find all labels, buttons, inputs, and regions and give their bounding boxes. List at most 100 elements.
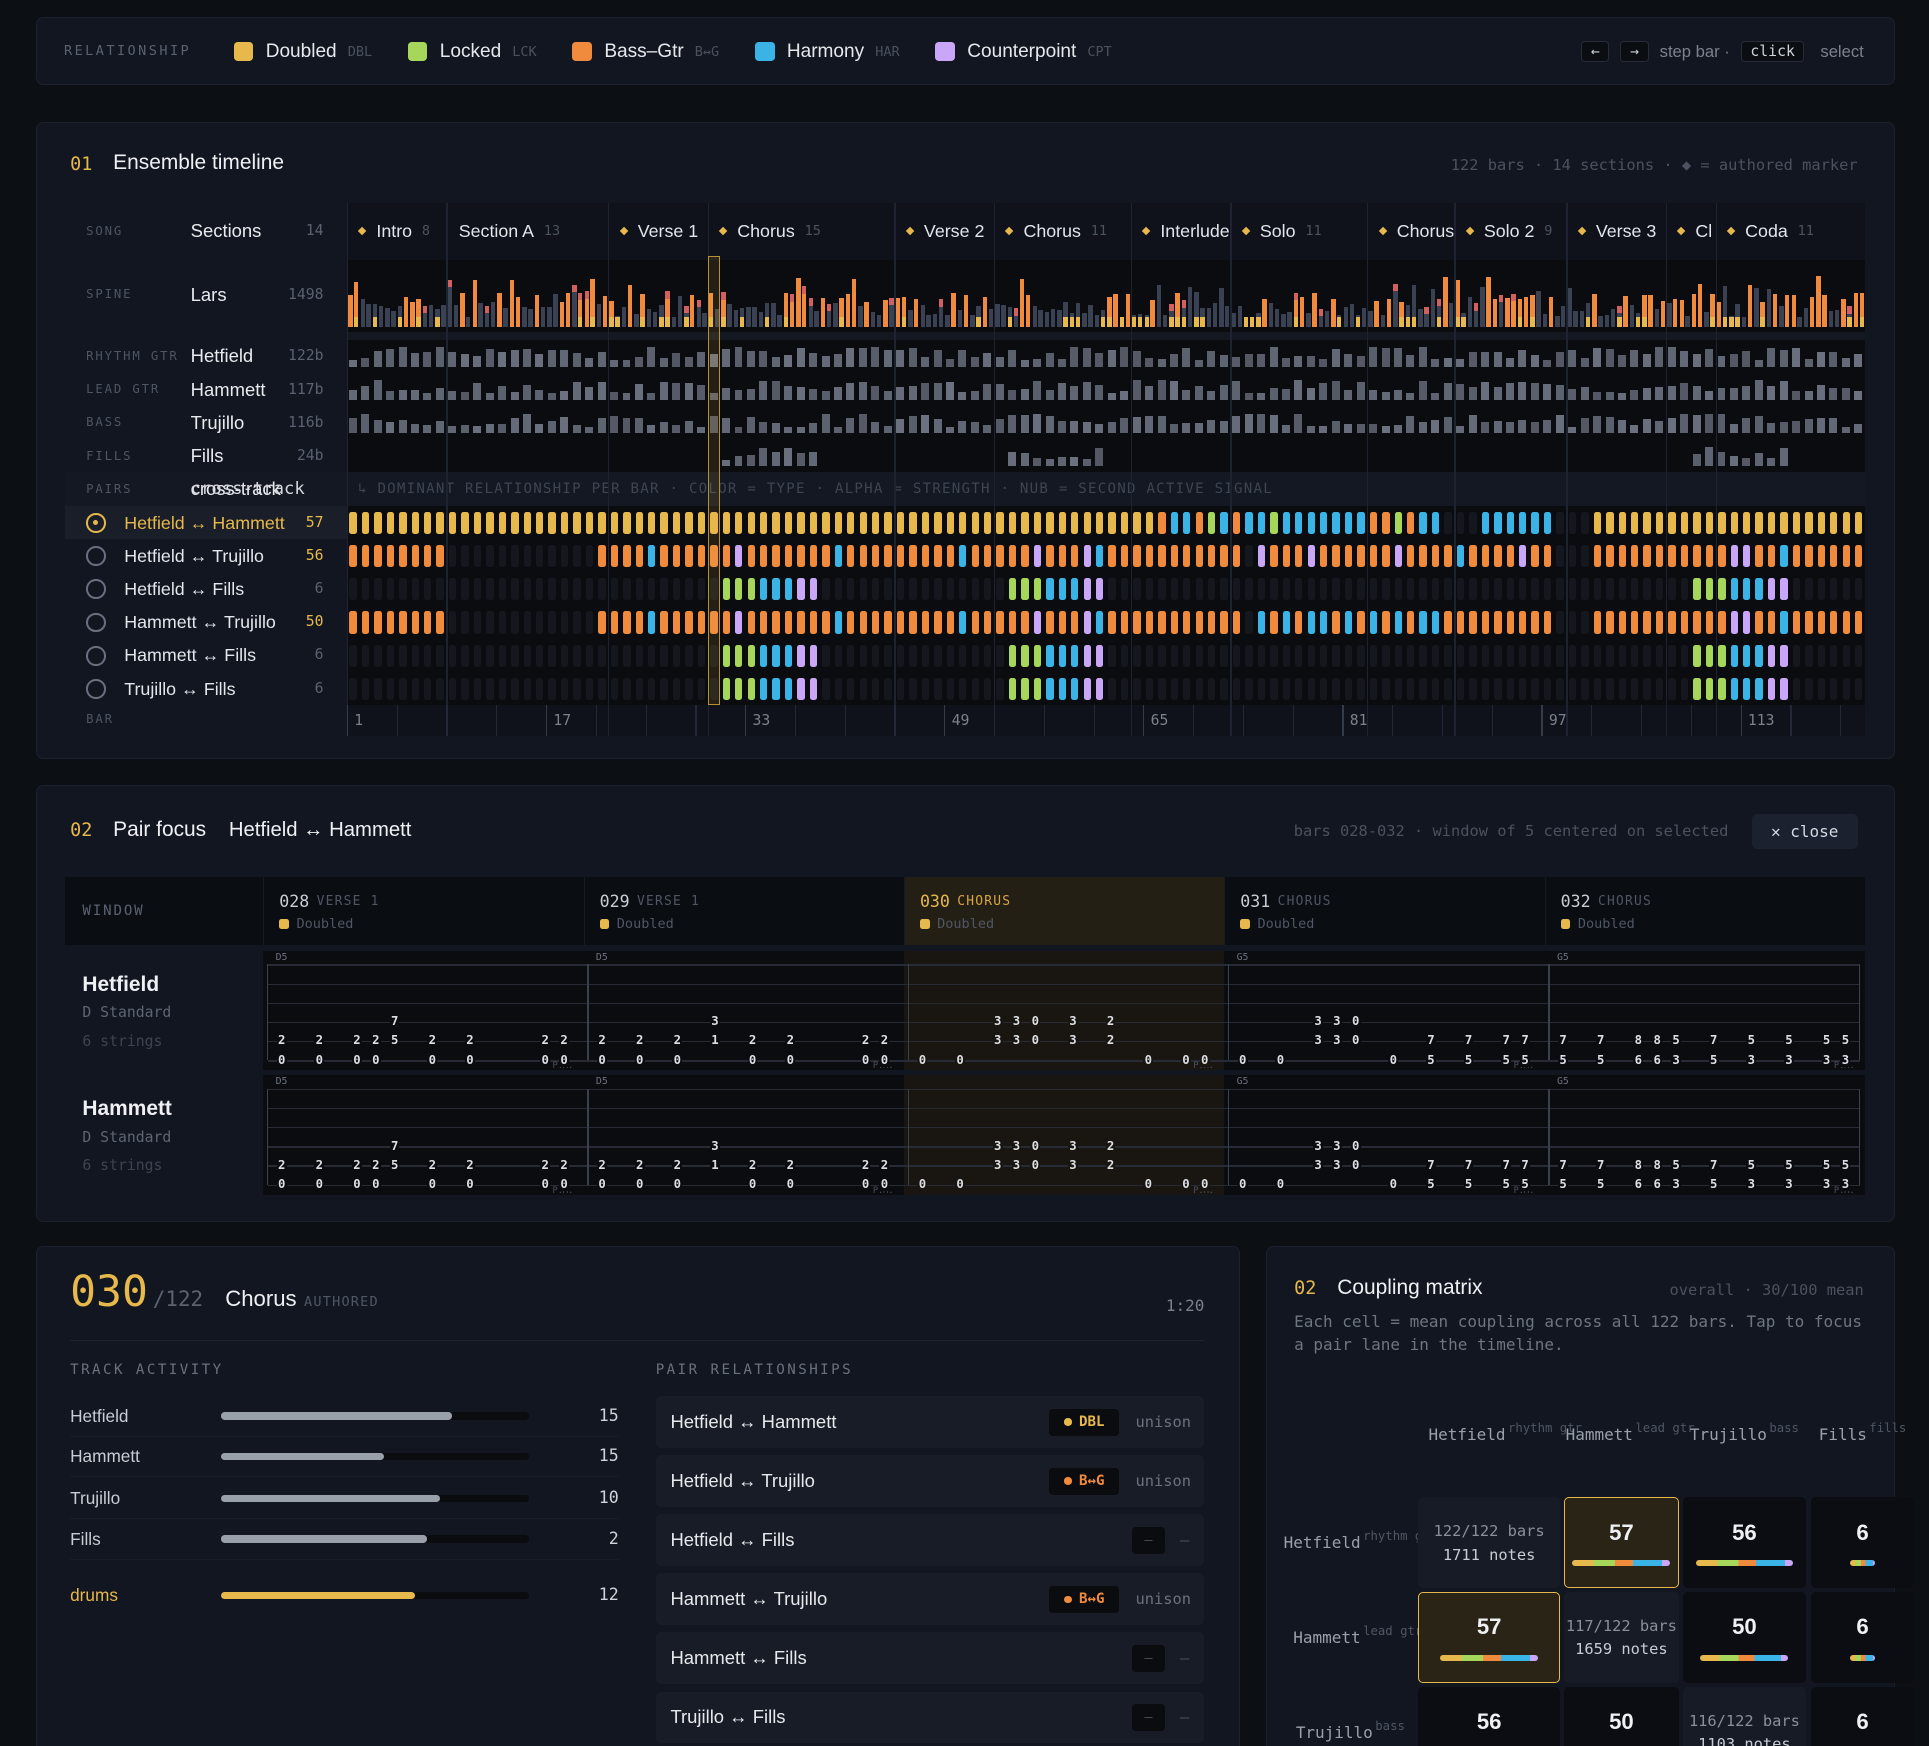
lane-cell <box>1842 677 1850 700</box>
window-column[interactable] <box>583 877 904 945</box>
track-bar <box>423 425 432 434</box>
tab-note: 3 <box>1746 1052 1757 1068</box>
track-bar <box>1742 385 1751 400</box>
matrix-cell[interactable] <box>1563 1686 1680 1746</box>
pair-radio[interactable] <box>86 579 106 600</box>
detail-head: 030/122 Chorus AUTHORED <box>70 1267 379 1317</box>
lane-cell <box>934 511 942 534</box>
track-bar <box>1020 360 1029 367</box>
lane-cell <box>1494 677 1502 700</box>
pair-rel-row[interactable] <box>655 1514 1205 1567</box>
window-column[interactable] <box>263 877 583 945</box>
lane-cell <box>834 611 843 634</box>
lane-cell <box>573 611 581 634</box>
lane-cell <box>996 611 1004 634</box>
legend-swatch <box>233 41 254 62</box>
track-bar <box>1356 355 1365 367</box>
lane-cell <box>996 511 1004 534</box>
pair-radio[interactable] <box>86 612 106 633</box>
track-bar <box>1331 381 1340 400</box>
lane-cell <box>1058 677 1066 700</box>
key-text: step bar · <box>1659 41 1730 61</box>
lane-cell <box>1071 544 1079 568</box>
tab-note: 7 <box>1595 1033 1606 1048</box>
lane-cell <box>996 677 1004 700</box>
track-bar <box>1082 421 1091 434</box>
track-bar <box>1045 459 1054 467</box>
matrix-cell[interactable] <box>1418 1591 1560 1683</box>
close-button[interactable]: ✕ close <box>1751 814 1858 849</box>
track-bar <box>1145 357 1154 367</box>
spine-bar <box>876 315 882 328</box>
pair-rel-row[interactable] <box>655 1632 1205 1685</box>
lane-cell <box>1519 544 1527 568</box>
lane-cell <box>486 511 494 534</box>
pairs-note: ↳ DOMINANT RELATIONSHIP PER BAR · COLOR … <box>357 481 1273 498</box>
section-cell: Verse 1 <box>608 203 708 260</box>
pair-radio[interactable] <box>86 645 106 666</box>
bar-line <box>1858 964 1861 1061</box>
lane-cell <box>1145 611 1154 634</box>
lane-cell <box>1183 578 1191 601</box>
lane-cell <box>847 644 855 667</box>
lane-cell <box>536 511 544 534</box>
lane-cell <box>1108 578 1116 601</box>
lane-cell <box>498 677 507 700</box>
lane-cell <box>374 544 382 568</box>
pair-radio[interactable] <box>86 512 106 533</box>
pair-radio[interactable] <box>86 679 106 699</box>
window-column[interactable] <box>903 877 1225 945</box>
chord-label: D5 <box>595 1076 608 1088</box>
pair-name[interactable]: Hetfield ↔ Fills <box>124 578 245 599</box>
pair-name[interactable]: Trujillo ↔ Fills <box>124 678 236 699</box>
spine-bar <box>1411 285 1417 328</box>
pair-count: 6 <box>314 579 324 597</box>
spine-peak <box>721 292 726 300</box>
track-bar <box>386 390 395 400</box>
matrix-cell[interactable] <box>1810 1497 1915 1589</box>
pair-rel-row[interactable] <box>655 1691 1205 1744</box>
matrix-cell[interactable] <box>1682 1497 1806 1589</box>
lane-cell <box>1494 611 1502 634</box>
tab-note: 2 <box>879 1033 890 1048</box>
pair-name[interactable]: Hammett ↔ Fills <box>124 645 256 666</box>
window-column[interactable] <box>1544 877 1865 945</box>
pair-radio[interactable] <box>86 546 106 566</box>
bar-tick-label: 81 <box>1349 711 1368 729</box>
lane-cell <box>722 578 731 601</box>
window-column[interactable] <box>1224 877 1544 945</box>
pair-name[interactable]: Hetfield ↔ Hammett <box>124 512 285 533</box>
track-bar <box>473 355 482 367</box>
tab-note: 3 <box>1840 1052 1851 1068</box>
lane-cell <box>560 578 569 601</box>
tab-note: 3 <box>992 1157 1003 1173</box>
matrix-cell[interactable] <box>1682 1591 1806 1683</box>
track-bar <box>1468 414 1477 434</box>
lane-cell <box>1095 578 1104 601</box>
lane-cell <box>1245 578 1253 601</box>
detail-section: Chorus <box>225 1286 297 1312</box>
track-bar <box>1008 350 1017 367</box>
track-bar <box>1269 347 1278 367</box>
rel-swatch <box>1560 918 1571 929</box>
matrix-cell[interactable] <box>1418 1686 1560 1746</box>
tab-note: 0 <box>559 1176 569 1192</box>
tab-note: 6 <box>1652 1176 1663 1192</box>
pair-name[interactable]: Hetfield ↔ Trujillo <box>124 545 264 566</box>
tab-note: 2 <box>276 1033 287 1048</box>
matrix-col-head: Fills fills <box>1819 1417 1907 1451</box>
tab-note: 3 <box>1784 1176 1794 1192</box>
spine-bar <box>1200 307 1205 328</box>
matrix-cell[interactable] <box>1563 1497 1680 1589</box>
rel-dot <box>1064 1595 1072 1603</box>
track-bar <box>1530 422 1539 434</box>
lane-cell <box>934 544 942 568</box>
lane-cell <box>859 644 867 667</box>
matrix-cell[interactable] <box>1810 1686 1915 1746</box>
track-bar <box>1481 351 1490 367</box>
pair-name[interactable]: Hammett ↔ Trujillo <box>124 612 276 633</box>
track-bar <box>1680 351 1689 367</box>
lane-cell <box>573 511 581 534</box>
lane-cell <box>1220 611 1228 634</box>
matrix-cell[interactable] <box>1810 1591 1915 1683</box>
